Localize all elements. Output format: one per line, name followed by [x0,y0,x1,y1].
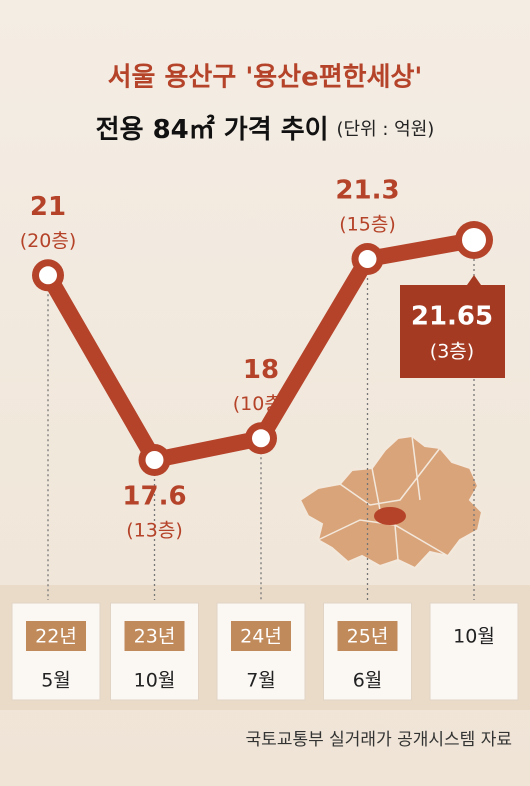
floor-label: (3층) [430,341,474,363]
floor-label: (15층) [339,214,395,236]
year-label: 24년 [240,626,282,648]
unit-note: (단위 : 억원) [337,119,435,140]
year-label: 22년 [35,626,77,648]
value-label: 21.65 [411,302,493,332]
x-box [429,602,519,701]
point-center [39,266,57,285]
source: 국토교통부 실거래가 공개시스템 자료 [246,730,512,750]
value-label: 21.3 [335,176,399,206]
value-label: 18 [243,355,279,385]
x-tick-label: 5월 [41,670,71,692]
year-tag [231,621,291,651]
value-label: 17.6 [122,482,186,512]
chart-subtitle-line: 전용 84㎡ 가격 추이 (단위 : 억원) [96,114,435,145]
x-tick-label: 6월 [353,670,383,692]
x-box [110,602,199,701]
year-tag [124,621,185,651]
x-tick-label: 10월 [453,626,495,648]
x-box [323,602,412,701]
x-tick-label: 7월 [246,670,276,692]
x-box [216,602,306,701]
point-center [252,429,270,448]
year-tag [26,621,86,651]
year-label: 23년 [134,626,176,648]
seoul-map [298,434,484,570]
point-center [462,228,486,252]
year-tag [337,621,398,651]
label-box [400,275,505,378]
floor-label: (13층) [126,520,182,542]
chart-subtitle: 전용 84㎡ 가격 추이 [96,114,329,145]
chart-title: 서울 용산구 '용산e편한세상' [108,63,423,93]
point-center [358,250,377,269]
floor-label: (10층) [233,393,289,415]
year-label: 25년 [347,626,389,648]
point-center [145,451,164,469]
x-box [11,602,101,701]
floor-label: (20층) [20,230,76,252]
x-tick-label: 10월 [134,670,176,692]
value-label: 21 [30,192,66,222]
